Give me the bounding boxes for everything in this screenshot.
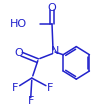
- Text: F: F: [28, 96, 34, 106]
- Text: N: N: [51, 46, 59, 56]
- Text: HO: HO: [10, 19, 27, 29]
- Text: F: F: [47, 83, 53, 93]
- Text: O: O: [48, 2, 56, 13]
- Text: O: O: [14, 48, 23, 58]
- Text: F: F: [12, 83, 19, 93]
